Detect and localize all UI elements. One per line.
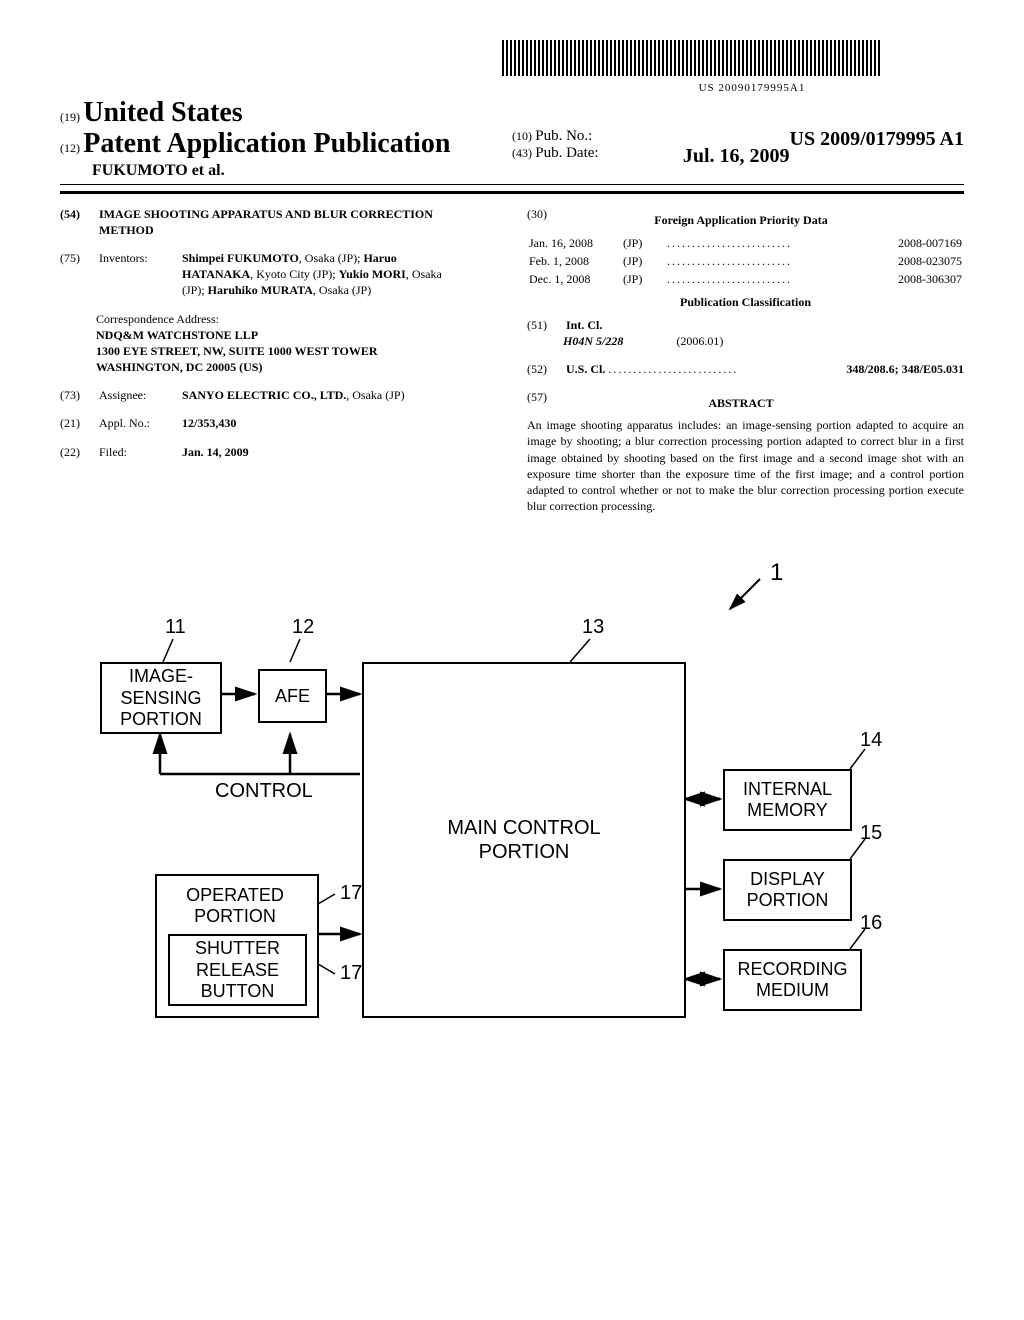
pub-no: US 2009/0179995 A1 [790, 128, 964, 151]
invention-title: IMAGE SHOOTING APPARATUS AND BLUR CORREC… [99, 206, 439, 238]
block-diagram: 1 11 12 13 14 15 16 17 17a IMAGE- SENSIN… [60, 554, 880, 1054]
box-image-sensing: IMAGE- SENSING PORTION [100, 662, 222, 734]
correspondence-address: NDQ&M WATCHSTONE LLP1300 EYE STREET, NW,… [96, 327, 497, 376]
us-cl-codes: 348/208.6; 348/E05.031 [846, 361, 964, 377]
pub-type-num: (12) [60, 141, 80, 155]
int-cl-num: (51) [527, 317, 563, 333]
appl-no-num: (21) [60, 415, 96, 431]
box-display-portion: DISPLAY PORTION [723, 859, 852, 921]
authors-line: FUKUMOTO et al. [92, 162, 512, 180]
pub-class-head: Publication Classification [527, 294, 964, 310]
ref-11: 11 [165, 616, 186, 639]
assignee-num: (73) [60, 387, 96, 403]
barcode-number: US 20090179995A1 [540, 82, 964, 94]
inventors-num: (75) [60, 250, 96, 266]
abstract-text: An image shooting apparatus includes: an… [527, 417, 964, 514]
header: (19) United States (12) Patent Applicati… [60, 98, 964, 180]
pub-type: Patent Application Publication [83, 128, 450, 159]
priority-row: Feb. 1, 2008(JP)........................… [527, 252, 964, 270]
assignee-label: Assignee: [99, 387, 179, 403]
int-cl-code: H04N 5/228 [563, 334, 623, 348]
barcode-area: US 20090179995A1 [420, 40, 964, 94]
appl-no-label: Appl. No.: [99, 415, 179, 431]
ref-16: 16 [860, 912, 882, 935]
box-main-control: MAIN CONTROL PORTION [362, 662, 686, 1018]
inventors-label: Inventors: [99, 250, 179, 266]
filed-num: (22) [60, 444, 96, 460]
pub-no-label: Pub. No.: [535, 128, 592, 144]
barcode [502, 40, 882, 76]
int-cl-label: Int. Cl. [566, 318, 602, 332]
control-label: CONTROL [215, 780, 313, 803]
ref-1: 1 [770, 559, 783, 587]
box-internal-memory: INTERNAL MEMORY [723, 769, 852, 831]
country: United States [83, 97, 242, 128]
abstract-num: (57) [527, 389, 563, 405]
int-cl-date: (2006.01) [676, 334, 723, 348]
correspondence-label: Correspondence Address: [96, 311, 497, 327]
box-shutter-release: SHUTTER RELEASE BUTTON [168, 934, 307, 1006]
ref-15: 15 [860, 822, 882, 845]
filed-date: Jan. 14, 2009 [182, 444, 452, 460]
us-cl-num: (52) [527, 361, 563, 377]
pub-date-num: (43) [512, 146, 532, 160]
box-operated-portion: OPERATED PORTION [170, 882, 300, 930]
foreign-num: (30) [527, 206, 563, 222]
ref-17: 17 [340, 882, 362, 905]
priority-table: Jan. 16, 2008(JP).......................… [527, 234, 964, 289]
country-num: (19) [60, 110, 80, 124]
pub-date-label: Pub. Date: [535, 145, 598, 161]
ref-13: 13 [582, 616, 604, 639]
right-column: (30) Foreign Application Priority Data J… [527, 206, 964, 515]
box-afe: AFE [258, 669, 327, 723]
priority-row: Jan. 16, 2008(JP).......................… [527, 234, 964, 252]
abstract-head: ABSTRACT [566, 395, 916, 411]
filed-label: Filed: [99, 444, 179, 460]
foreign-head: Foreign Application Priority Data [566, 212, 916, 228]
us-cl-label: U.S. Cl. [566, 362, 605, 376]
ref-14: 14 [860, 729, 882, 752]
assignee: SANYO ELECTRIC CO., LTD., Osaka (JP) [182, 387, 452, 403]
inventors: Shimpei FUKUMOTO, Osaka (JP); Haruo HATA… [182, 250, 452, 299]
ref-12: 12 [292, 616, 314, 639]
appl-no: 12/353,430 [182, 415, 452, 431]
biblio-columns: (54) IMAGE SHOOTING APPARATUS AND BLUR C… [60, 206, 964, 515]
box-recording-medium: RECORDING MEDIUM [723, 949, 862, 1011]
priority-row: Dec. 1, 2008(JP)........................… [527, 270, 964, 288]
pub-date: Jul. 16, 2009 [683, 145, 790, 168]
header-left: (19) United States (12) Patent Applicati… [60, 98, 512, 180]
title-num: (54) [60, 206, 96, 222]
left-column: (54) IMAGE SHOOTING APPARATUS AND BLUR C… [60, 206, 497, 515]
pub-no-num: (10) [512, 129, 532, 143]
header-right: (10) Pub. No.: US 2009/0179995 A1 (43) P… [512, 98, 964, 180]
